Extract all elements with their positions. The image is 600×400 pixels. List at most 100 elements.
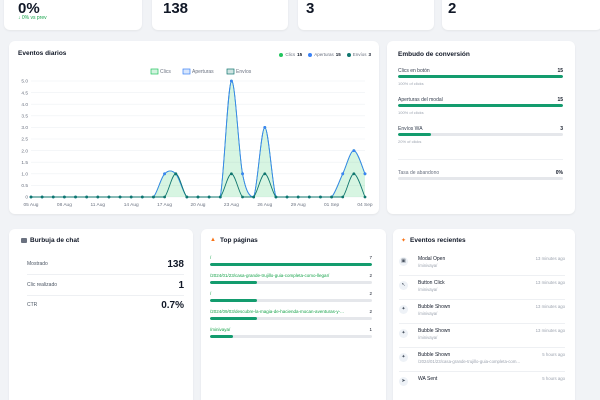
data-point (174, 172, 178, 176)
x-tick-label: 14 Aug (124, 202, 139, 208)
bubble-row-shown: Mostrado 138 (27, 259, 184, 270)
legend-item-clicks: Clics 15 (279, 52, 302, 57)
stat-card-bubble-shown: 138 (152, 0, 288, 30)
chat-bubble-card: Burbuja de chat Mostrado 138 Clic realiz… (9, 229, 193, 400)
x-tick-label: 20 Aug (191, 202, 206, 208)
data-point (296, 195, 300, 199)
modal-icon: ▣ (399, 257, 408, 266)
legend-label: Envíos (236, 69, 252, 75)
event-time: 13 minutes ago (535, 304, 565, 309)
stat-value: 138 (163, 0, 189, 17)
data-point (241, 172, 244, 176)
dot-icon (346, 52, 351, 57)
data-point (74, 195, 77, 199)
event-name: Modal Open (418, 256, 446, 262)
progress-bar (210, 299, 372, 302)
progress-bar (398, 75, 563, 78)
page-count: 1 (369, 327, 372, 332)
funnel-label: Clics en botón (398, 68, 430, 74)
event-row: ➤ WA Sent 5 hours ago (399, 376, 565, 398)
event-path: /minivaya/ (418, 335, 438, 340)
x-tick-label: 05 Aug (24, 202, 39, 208)
divider (399, 347, 565, 348)
y-tick-label: 3.0 (21, 125, 28, 131)
event-name: Bubble Shown (418, 304, 451, 310)
recent-events-card: ✦ Eventos recientes ▣ Modal Open/minivaya… (393, 229, 575, 400)
x-tick-label: 11 Aug (91, 202, 106, 208)
card-title: Eventos diarios (18, 50, 67, 57)
data-point (207, 195, 211, 199)
stat-value: 0% (18, 0, 40, 17)
data-point (163, 172, 167, 176)
data-point (118, 195, 122, 199)
funnel-value: 3 (560, 126, 563, 132)
legend-swatch (182, 68, 191, 75)
page-row[interactable]: /2 (210, 291, 372, 307)
page-row[interactable]: /2024/09/03/descubre-la-magia-de-haciend… (210, 309, 372, 325)
data-point (140, 195, 144, 199)
divider (399, 371, 565, 372)
card-title: Burbuja de chat (30, 237, 80, 244)
abandon-label: Tasa de abandono (398, 170, 440, 176)
data-point (29, 195, 33, 199)
page-count: 2 (369, 273, 372, 278)
y-tick-label: 5.0 (21, 79, 28, 85)
data-point (96, 195, 100, 199)
page-path[interactable]: / (210, 291, 212, 296)
data-point (263, 126, 267, 129)
legend-swatch (150, 68, 159, 75)
data-point (196, 195, 200, 199)
data-point (129, 195, 133, 199)
abandon-value: 0% (555, 170, 563, 176)
bubble-row-clicked: Clic realizado 1 (27, 280, 184, 291)
funnel-card: Embudo de conversión Clics en botón 15 1… (387, 41, 575, 214)
top-pages-card: ▲ Top páginas /7/2024/01/23/casa-grande-… (201, 229, 386, 400)
funnel-row-clicks: Clics en botón 15 100% of clicks (398, 68, 563, 86)
dot-icon (308, 52, 313, 57)
progress-bar (210, 263, 372, 266)
stat-card-conversion: 0% ↓ 0% vs prev (4, 0, 142, 30)
data-point (252, 195, 256, 199)
dot-icon (279, 52, 284, 57)
funnel-percent: 100% of clicks (398, 110, 424, 115)
daily-events-card: Eventos diarios Clics 15 Aperturas 15 Enví… (9, 41, 379, 214)
funnel-percent: 20% of clicks (398, 139, 422, 144)
event-name: WA Sent (418, 376, 438, 382)
page-path[interactable]: /2024/01/23/casa-grande-trujillo-guia-co… (210, 273, 330, 278)
progress-bar (398, 104, 563, 107)
y-tick-label: 0 (25, 195, 28, 201)
legend-swatch (226, 68, 235, 75)
progress-fill (210, 335, 233, 338)
progress-fill (398, 104, 563, 107)
progress-bar (210, 281, 372, 284)
event-name: Bubble Shown (418, 328, 451, 334)
daily-events-chart: Clics Aperturas Envíos 0 0.5 1.0 1.5 2.0 2.5 3.0 3… (21, 68, 373, 208)
legend-item-sends: Envíos 3 (346, 52, 371, 57)
card-title: Top páginas (220, 237, 258, 244)
data-point (352, 172, 356, 176)
page-row[interactable]: /minivaya/1 (210, 327, 372, 343)
click-icon: ↖ (399, 281, 408, 290)
page-path[interactable]: /minivaya/ (210, 327, 231, 332)
event-row: ▣ Modal Open/minivaya/13 minutes ago (399, 256, 565, 278)
card-title: Eventos recientes (410, 237, 466, 244)
progress-fill (210, 299, 257, 302)
chat-icon (21, 238, 27, 243)
event-path: /2024/01/23/casa-grande-trujillo-guia-co… (418, 359, 520, 364)
page-row[interactable]: /2024/01/23/casa-grande-trujillo-guia-co… (210, 273, 372, 289)
bulb-icon: ✦ (399, 353, 408, 362)
funnel-label: Aperturas del modal (398, 97, 443, 103)
x-tick-label: 17 Aug (157, 202, 172, 208)
page-count: 2 (369, 309, 372, 314)
divider (399, 323, 565, 324)
data-point (185, 195, 189, 199)
page-row[interactable]: /7 (210, 255, 372, 271)
stat-card-pages: 2 (442, 0, 600, 30)
page-path[interactable]: / (210, 255, 212, 260)
page-count: 7 (369, 255, 372, 260)
data-point (285, 195, 289, 199)
progress-fill (210, 281, 257, 284)
bulb-icon: ✦ (399, 305, 408, 314)
page-path[interactable]: /2024/09/03/descubre-la-magia-de-haciend… (210, 309, 344, 314)
y-tick-label: 1.0 (21, 172, 28, 178)
